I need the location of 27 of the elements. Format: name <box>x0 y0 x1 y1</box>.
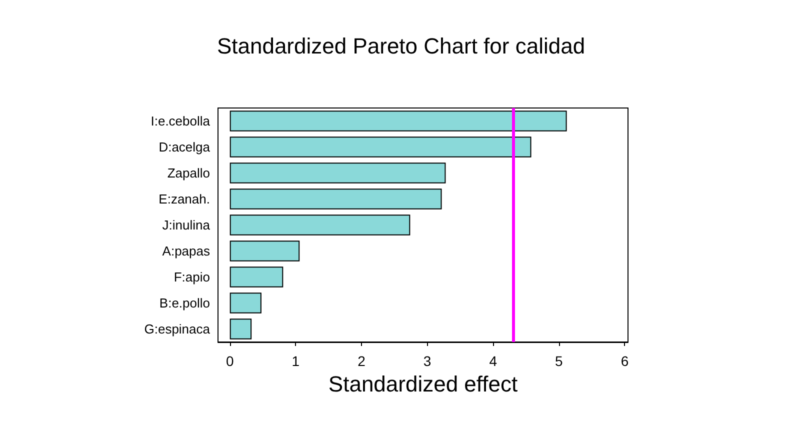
y-tick-label: Zapallo <box>167 166 210 180</box>
y-tick-label: I:e.cebolla <box>150 114 211 128</box>
bar <box>230 318 252 340</box>
bar <box>230 214 410 236</box>
chart-title: Standardized Pareto Chart for calidad <box>216 34 586 58</box>
x-tick-label: 6 <box>620 353 629 369</box>
x-tick-label: 2 <box>358 353 366 369</box>
bar <box>230 292 262 314</box>
y-tick-label: F:apio <box>174 270 210 284</box>
y-tick-label: E:zanah. <box>158 192 210 206</box>
bar <box>230 162 446 184</box>
y-tick-label: J:inulina <box>162 218 211 232</box>
y-tick-label: A:papas <box>162 244 210 258</box>
x-tick-label: 1 <box>292 353 300 369</box>
bar <box>230 266 284 288</box>
x-tick-label: 4 <box>489 353 498 369</box>
y-tick-label: B:e.pollo <box>159 296 210 310</box>
bar <box>230 188 442 210</box>
y-tick-label: G:espinaca <box>144 322 211 336</box>
bar <box>230 240 300 262</box>
bar <box>230 110 567 132</box>
x-axis-title: Standardized effect <box>328 371 518 396</box>
x-tick-label: 5 <box>555 353 563 369</box>
bar <box>230 136 532 158</box>
x-tick-label: 0 <box>226 353 234 369</box>
x-tick-label: 3 <box>423 353 432 369</box>
y-tick-label: D:acelga <box>158 140 211 154</box>
